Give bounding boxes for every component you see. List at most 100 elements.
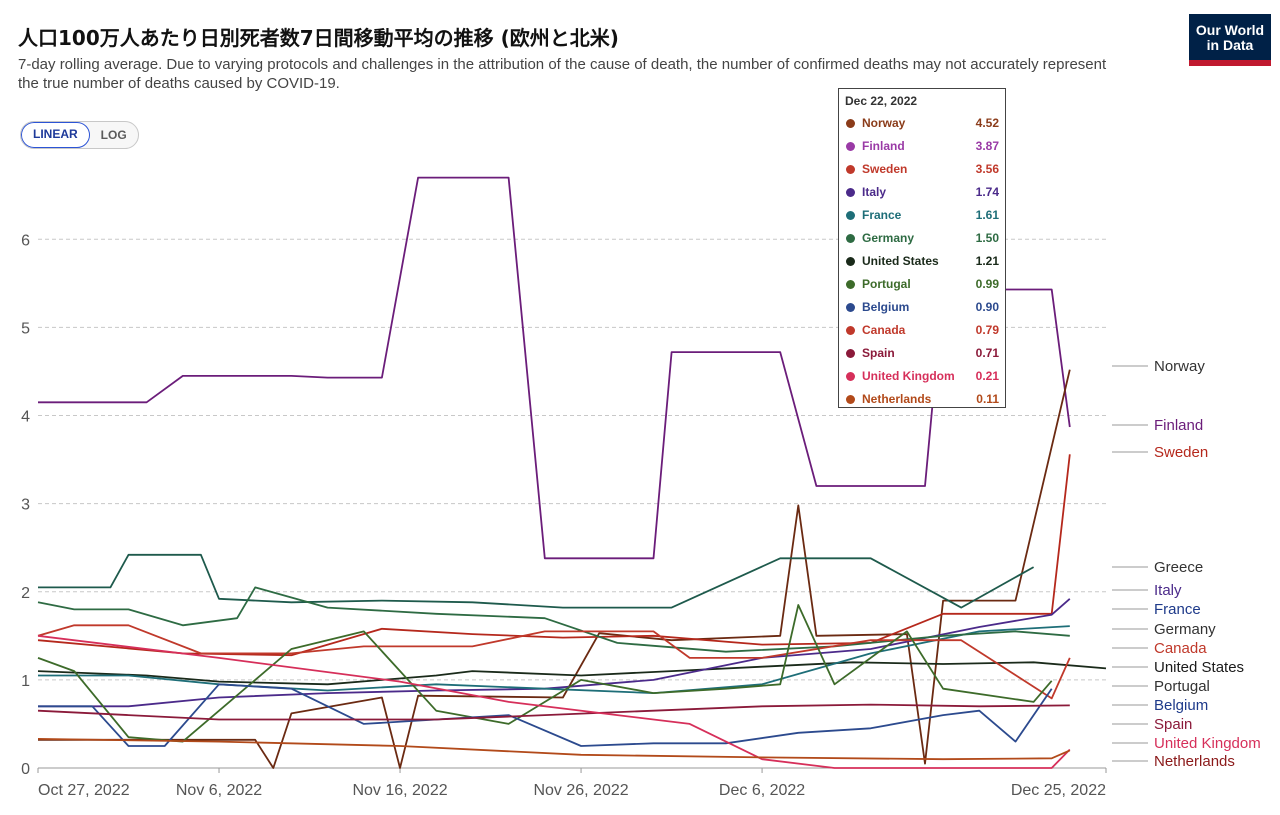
owid-logo[interactable]: Our World in Data: [1189, 14, 1271, 66]
series-label-united-kingdom: United Kingdom: [1154, 735, 1261, 752]
series-dot-icon: [846, 394, 855, 404]
tooltip-series-value: 4.52: [975, 116, 999, 130]
tooltip-row: United Kingdom 0.21: [839, 366, 1005, 386]
linear-scale-button[interactable]: LINEAR: [21, 122, 90, 148]
series-line-france: [38, 625, 1070, 694]
scale-toggle[interactable]: LINEAR LOG: [20, 121, 139, 149]
tooltip-series-value: 1.50: [975, 231, 999, 245]
x-tick-label: Dec 25, 2022: [1011, 782, 1106, 799]
y-tick-label: 5: [21, 320, 30, 337]
tooltip-series-value: 0.71: [975, 346, 999, 360]
series-line-sweden: [37, 454, 1071, 657]
series-label-france: France: [1154, 601, 1201, 618]
tooltip-series-name: Belgium: [862, 300, 910, 314]
tooltip-row: Italy 1.74: [839, 182, 1005, 202]
y-tick-label: 3: [21, 497, 30, 514]
tooltip-series-value: 1.61: [975, 208, 999, 222]
tooltip-row: Canada 0.79: [839, 320, 1005, 340]
tooltip-row: Finland 3.87: [839, 136, 1005, 156]
x-tick-label: Nov 16, 2022: [352, 782, 447, 799]
series-label-sweden: Sweden: [1154, 444, 1208, 461]
x-tick-label: Nov 26, 2022: [533, 782, 628, 799]
chart-subtitle: 7-day rolling average. Due to varying pr…: [18, 56, 1107, 92]
tooltip-series-value: 0.99: [975, 277, 999, 291]
series-label-italy: Italy: [1154, 582, 1182, 599]
x-tick-label: Oct 27, 2022: [38, 782, 130, 799]
y-tick-label: 1: [21, 673, 30, 690]
series-line-italy: [38, 598, 1071, 708]
series-dot-icon: [846, 256, 855, 266]
series-dot-icon: [846, 118, 855, 128]
tooltip-series-name: Finland: [862, 139, 905, 153]
x-tick-label: Nov 6, 2022: [176, 782, 262, 799]
series-line-belgium: [38, 683, 1053, 747]
tooltip-series-name: United Kingdom: [862, 369, 955, 383]
tooltip-series-value: 0.90: [975, 300, 999, 314]
tooltip-series-value: 3.87: [975, 139, 999, 153]
tooltip-series-name: Italy: [862, 185, 887, 199]
series-dot-icon: [846, 210, 855, 220]
series-label-germany: Germany: [1154, 621, 1216, 638]
tooltip-series-name: Germany: [862, 231, 915, 245]
y-tick-label: 0: [21, 761, 30, 778]
tooltip-series-value: 0.79: [975, 323, 999, 337]
series-dot-icon: [846, 325, 855, 335]
series-label-norway: Norway: [1154, 358, 1205, 375]
chart-title: 人口100万人あたり日別死者数7日間移動平均の推移 (欧州と北米): [18, 26, 619, 50]
series-label-greece: Greece: [1154, 559, 1203, 576]
hover-tooltip: Dec 22, 2022 Norway 4.52 Finland 3.87 Sweden…: [838, 88, 1006, 408]
logo-line-1: Our World: [1195, 22, 1265, 38]
logo-line-2: in Data: [1206, 37, 1254, 53]
tooltip-series-name: Portugal: [862, 277, 911, 291]
series-line-greece: [38, 553, 1035, 609]
x-tick-label: Dec 6, 2022: [719, 782, 805, 799]
log-scale-button[interactable]: LOG: [100, 128, 127, 142]
tooltip-date: Dec 22, 2022: [845, 94, 918, 108]
tooltip-series-value: 1.74: [975, 185, 999, 199]
tooltip-row: Netherlands 0.11: [839, 389, 1005, 409]
series-line-netherlands: [37, 738, 1071, 761]
series-label-belgium: Belgium: [1154, 697, 1208, 714]
series-line-canada: [37, 624, 1071, 700]
series-dot-icon: [846, 233, 855, 243]
y-tick-label: 2: [21, 585, 30, 602]
series-dot-icon: [846, 187, 855, 197]
series-line-finland: [38, 176, 1071, 560]
series-line-united-kingdom: [37, 634, 1071, 769]
series-dot-icon: [846, 164, 855, 174]
series-label-united-states: United States: [1154, 659, 1244, 676]
series-dot-icon: [846, 348, 855, 358]
tooltip-row: France 1.61: [839, 205, 1005, 225]
tooltip-series-name: France: [862, 208, 902, 222]
y-tick-label: 4: [21, 409, 30, 426]
series-label-netherlands: Netherlands: [1154, 753, 1235, 770]
tooltip-series-value: 1.21: [975, 254, 999, 268]
tooltip-series-value: 3.56: [975, 162, 999, 176]
tooltip-row: United States 1.21: [839, 251, 1005, 271]
series-label-portugal: Portugal: [1154, 678, 1210, 695]
series-line-germany: [37, 586, 1070, 653]
series-label-canada: Canada: [1154, 640, 1207, 657]
series-line-spain: [37, 703, 1070, 721]
series-label-spain: Spain: [1154, 716, 1192, 733]
tooltip-series-name: Sweden: [862, 162, 908, 176]
series-label-finland: Finland: [1154, 417, 1203, 434]
tooltip-series-value: 0.11: [976, 392, 999, 406]
series-dot-icon: [846, 302, 855, 312]
series-dot-icon: [846, 371, 855, 381]
tooltip-series-value: 0.21: [975, 369, 999, 383]
series-dot-icon: [846, 279, 855, 289]
y-tick-label: 6: [21, 232, 30, 249]
series-line-norway: [38, 369, 1071, 769]
series-dot-icon: [846, 141, 855, 151]
series-line-united-states: [37, 661, 1107, 686]
tooltip-series-name: Canada: [862, 323, 906, 337]
tooltip-series-name: Netherlands: [862, 392, 932, 406]
tooltip-row: Spain 0.71: [839, 343, 1005, 363]
tooltip-row: Norway 4.52: [839, 113, 1005, 133]
tooltip-series-name: Spain: [862, 346, 895, 360]
tooltip-row: Portugal 0.99: [839, 274, 1005, 294]
tooltip-row: Sweden 3.56: [839, 159, 1005, 179]
tooltip-series-name: Norway: [862, 116, 906, 130]
